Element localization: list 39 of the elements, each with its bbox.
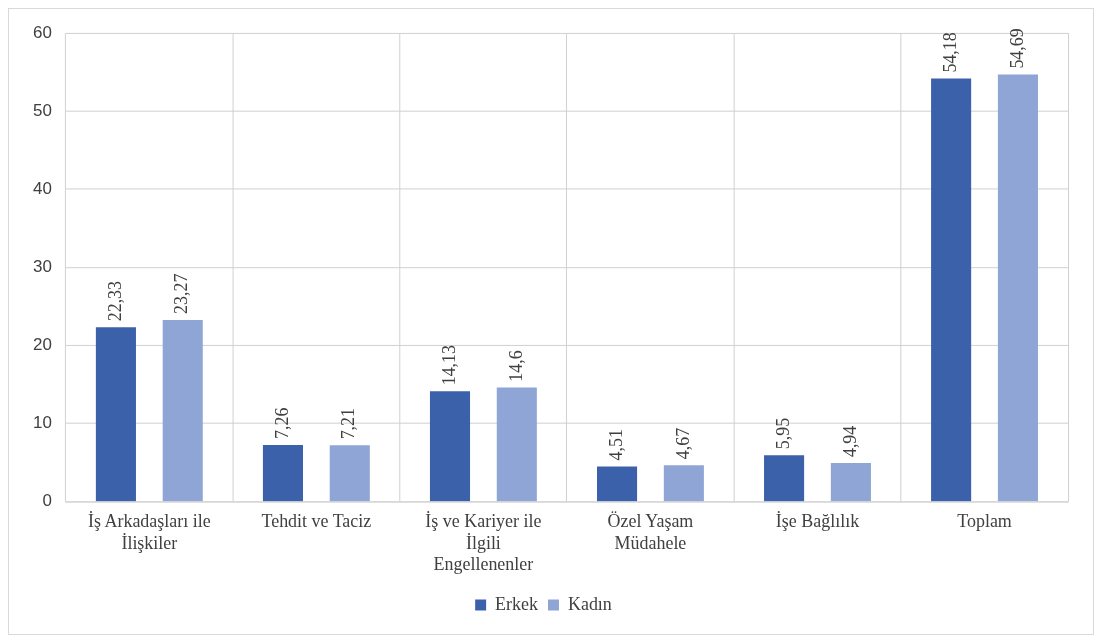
data-label: 54,69 [1006,28,1027,69]
bar [663,465,704,502]
bar [931,78,972,502]
bar [596,466,638,502]
data-label: 22,33 [104,280,125,322]
x-tick-label: Tehdit ve Taciz [261,511,372,532]
legend-label: Erkek [495,593,539,614]
data-label: 7,26 [271,407,292,439]
bar [830,463,871,502]
y-tick-label: 60 [32,22,52,42]
bar [262,444,303,502]
x-tick-label: İş ve Kariyer ile İlgili Engellenenler [425,511,542,575]
bar [162,319,203,502]
data-label: 14,6 [505,350,526,382]
bar [764,455,805,502]
data-label: 7,21 [338,407,359,440]
bar [95,327,136,502]
legend-label: Kadın [567,593,612,614]
y-tick-label: 40 [32,178,52,198]
data-label: 54,18 [939,32,960,73]
y-tick-label: 10 [32,413,52,433]
bar [997,74,1038,502]
x-tick-label: Özel Yaşam Müdahele [607,511,694,553]
data-label: 4,67 [672,427,693,460]
x-tick-label: İş Arkadaşları ile İlişkiler [88,511,211,553]
data-label: 4,94 [839,425,860,458]
bar [329,445,370,502]
data-label: 14,13 [438,344,459,386]
data-label: 4,51 [605,429,626,461]
y-tick-label: 20 [32,335,52,355]
x-tick-label: Toplam [957,511,1012,532]
y-tick-label: 30 [32,257,52,277]
data-label: 5,95 [772,417,793,450]
bar [429,391,471,502]
y-tick-label: 0 [42,491,52,511]
x-tick-label: İşe Bağlılık [775,511,860,532]
bar [496,387,537,502]
y-tick-label: 50 [32,100,52,120]
data-label: 23,27 [171,273,192,314]
